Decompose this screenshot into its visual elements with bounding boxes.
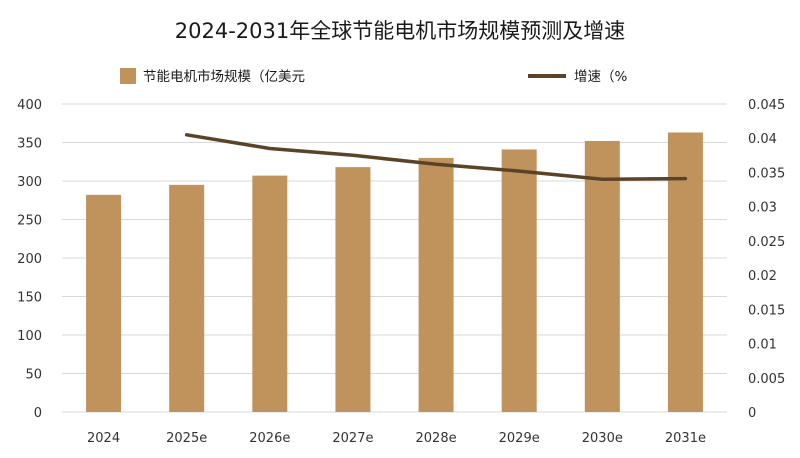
right-tick-label: 0.02: [748, 269, 777, 284]
right-tick-label: 0.005: [748, 372, 785, 387]
bar-2024: [86, 194, 122, 412]
bar-2026e: [252, 175, 288, 412]
left-tick-label: 250: [17, 214, 42, 229]
left-axis-ticks: 0 50 100 150 200 250 300 350 400: [17, 98, 42, 421]
left-tick-label: 200: [17, 252, 42, 267]
right-axis-ticks: 0 0.005 0.01 0.015 0.02 0.025 0.03 0.035 0.04 0.0…: [748, 98, 785, 421]
left-tick-label: 150: [17, 291, 42, 306]
legend-bar-label: 节能电机市场规模（亿美元: [143, 68, 305, 85]
bar-2030e: [584, 140, 620, 412]
right-tick-label: 0: [748, 406, 756, 421]
bar-2028e: [418, 157, 454, 412]
right-tick-label: 0.045: [748, 98, 785, 113]
right-tick-label: 0.03: [748, 201, 777, 216]
right-tick-label: 0.015: [748, 303, 785, 318]
left-tick-label: 50: [25, 368, 42, 383]
x-tick-label: 2028e: [416, 431, 457, 446]
bar-2029e: [501, 149, 537, 412]
left-tick-label: 300: [17, 175, 42, 190]
bar-2031e: [667, 132, 703, 413]
right-tick-label: 0.01: [748, 338, 777, 353]
growth-line-series: [184, 133, 688, 182]
gridlines: [62, 103, 727, 413]
x-tick-label: 2024: [87, 431, 120, 446]
bar-2027e: [335, 167, 371, 412]
x-tick-label: 2031e: [665, 431, 706, 446]
x-tick-label: 2026e: [249, 431, 290, 446]
bars: [86, 132, 703, 413]
left-tick-label: 400: [17, 98, 42, 113]
x-tick-label: 2030e: [582, 431, 623, 446]
legend-bar-swatch: [120, 68, 136, 84]
right-tick-label: 0.035: [748, 166, 785, 181]
right-tick-label: 0.025: [748, 235, 785, 250]
x-tick-label: 2029e: [499, 431, 540, 446]
x-tick-label: 2027e: [332, 431, 373, 446]
bar-2025e: [169, 184, 205, 412]
left-tick-label: 0: [34, 406, 42, 421]
left-tick-label: 350: [17, 137, 42, 152]
growth-line: [184, 133, 688, 182]
right-tick-label: 0.04: [748, 132, 777, 147]
chart-title: 2024-2031年全球节能电机市场规模预测及增速: [175, 19, 625, 43]
left-tick-label: 100: [17, 329, 42, 344]
x-tick-label: 2025e: [166, 431, 207, 446]
x-axis-ticks: 2024 2025e 2026e 2027e 2028e 2029e 2030e 2031e: [87, 431, 706, 446]
legend-line-label: 增速（%: [574, 69, 627, 85]
legend: 节能电机市场规模（亿美元 增速（%: [120, 68, 627, 85]
